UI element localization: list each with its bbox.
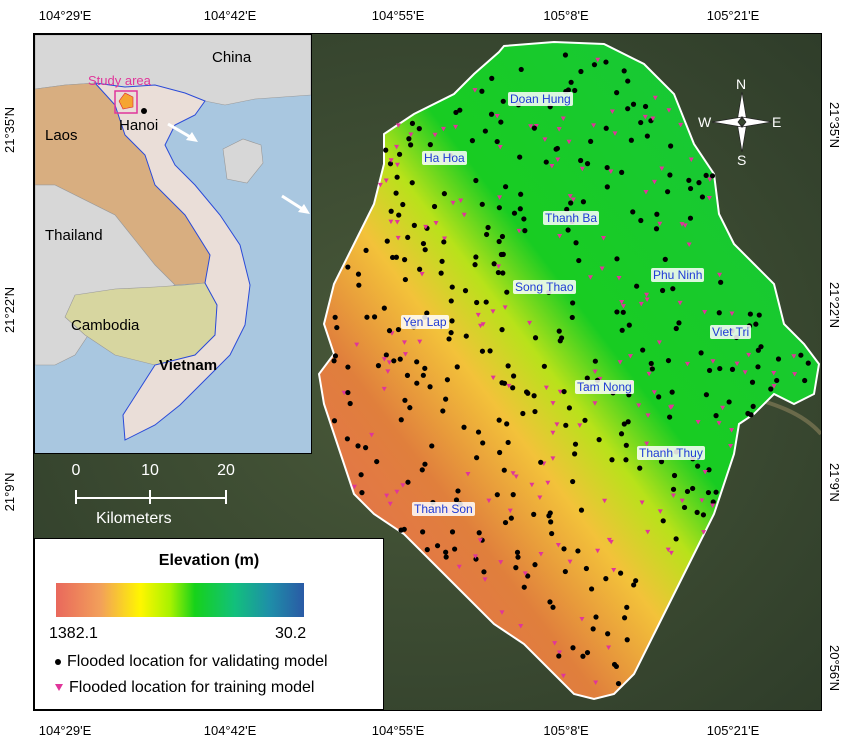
- pointer-arrows: [167, 122, 310, 214]
- validating-marker-icon: [55, 658, 61, 665]
- legend-min-value: 30.2: [275, 625, 307, 642]
- lat-label-right-1: 21°35'N: [827, 102, 842, 148]
- study-area-box: [114, 90, 138, 114]
- legend-training-label: Flooded location for training model: [69, 679, 315, 696]
- label-vietnam: Vietnam: [159, 357, 218, 374]
- legend-max-value: 1382.1: [49, 625, 98, 642]
- place-label-song-thao: Song Thao: [513, 280, 576, 294]
- lon-label-bottom-3: 104°55'E: [371, 723, 425, 738]
- east-label: E: [772, 114, 782, 130]
- legend-validating: Flooded location for validating model: [55, 653, 328, 671]
- place-label-thanh-ba: Thanh Ba: [543, 211, 600, 225]
- lat-label-right-3: 21°9'N: [827, 463, 842, 502]
- lon-label-bottom-4: 105°8'E: [543, 723, 589, 738]
- legend-title: Elevation (m): [158, 552, 260, 569]
- north-arrow: N S W E: [698, 76, 782, 170]
- lon-label-top-1: 104°29'E: [38, 8, 92, 23]
- legend-training: Flooded location for training model: [55, 679, 314, 697]
- label-cambodia: Cambodia: [71, 317, 140, 334]
- lat-label-left-1: 21°35'N: [2, 107, 17, 153]
- place-label-yen-lap: Yen Lap: [401, 315, 449, 329]
- lon-label-bottom-2: 104°42'E: [203, 723, 257, 738]
- lat-label-left-2: 21°22'N: [2, 287, 17, 333]
- scale-bar-line: [75, 490, 227, 504]
- inset-map: China Laos Thailand Cambodia Vietnam Stu…: [34, 34, 312, 454]
- scale-unit: Kilometers: [96, 510, 172, 527]
- inset-map-shapes: [35, 35, 311, 441]
- label-hanoi: Hanoi: [119, 117, 159, 134]
- label-laos: Laos: [45, 127, 78, 144]
- place-label-viet-tri: Viet Tri: [710, 325, 752, 339]
- lon-label-bottom-1: 104°29'E: [38, 723, 92, 738]
- scale-tick-10: 10: [141, 462, 159, 479]
- scale-tick-0: 0: [71, 462, 81, 479]
- label-study-area: Study area: [88, 73, 151, 88]
- legend: Elevation (m) 1382.1 30.2 Flooded locati…: [34, 538, 384, 710]
- lon-label-top-2: 104°42'E: [203, 8, 257, 23]
- lon-label-top-4: 105°8'E: [543, 8, 589, 23]
- south-label: S: [737, 152, 747, 168]
- training-marker-icon: [55, 684, 63, 692]
- place-label-ha-hoa: Ha Hoa: [422, 151, 467, 165]
- study-area-polygon: [317, 40, 821, 701]
- place-label-phu-ninh: Phu Ninh: [651, 268, 705, 282]
- place-label-tam-nong: Tam Nong: [575, 380, 634, 394]
- lat-label-right-4: 20°56'N: [827, 645, 842, 691]
- compass-icon: [711, 91, 773, 153]
- lat-label-left-3: 21°9'N: [2, 472, 17, 512]
- label-china: China: [212, 49, 252, 66]
- elevation-color-ramp: [56, 583, 304, 617]
- lat-label-right-2: 21°22'N: [827, 282, 842, 328]
- lon-label-top-5: 105°21'E: [706, 8, 760, 23]
- west-label: W: [698, 114, 712, 130]
- lon-label-top-3: 104°55'E: [371, 8, 425, 23]
- label-thailand: Thailand: [45, 227, 103, 244]
- legend-validating-label: Flooded location for validating model: [67, 653, 328, 670]
- lon-label-bottom-5: 105°21'E: [706, 723, 760, 738]
- north-label: N: [736, 76, 747, 92]
- place-label-doan-hung: Doan Hung: [508, 92, 573, 106]
- scale-tick-20: 20: [217, 462, 235, 479]
- place-label-thanh-thuy: Thanh Thuy: [637, 446, 705, 460]
- hanoi-marker: [141, 108, 147, 114]
- place-label-thanh-son: Thanh Son: [412, 502, 475, 516]
